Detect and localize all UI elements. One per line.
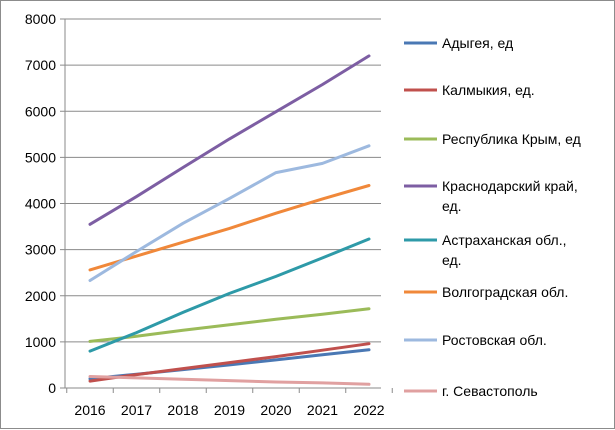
y-tick-label: 0 <box>48 380 56 396</box>
x-tick-labels: 2016 2017 2018 2019 2020 2021 2022 <box>74 402 384 418</box>
y-tick-label: 5000 <box>25 149 56 165</box>
series-line <box>88 144 371 282</box>
legend-label: г. Севастополь <box>442 383 538 399</box>
x-tick-label: 2016 <box>74 402 105 418</box>
gridlines <box>65 18 381 343</box>
series-line <box>88 307 371 343</box>
legend-label: Астраханская обл., <box>442 232 567 248</box>
series-line <box>88 54 371 226</box>
legend-label: Калмыкия, ед. <box>442 82 535 98</box>
x-tick-label: 2022 <box>353 402 384 418</box>
y-tick-label: 8000 <box>25 11 56 27</box>
series-line <box>88 184 371 272</box>
legend: Адыгея, ед Калмыкия, ед. Республика Крым, … <box>404 35 581 399</box>
x-tick-label: 2017 <box>121 402 152 418</box>
y-tick-labels: 0 1000 2000 3000 4000 5000 6000 7000 8000 <box>25 11 56 396</box>
y-tick-label: 1000 <box>25 334 56 350</box>
legend-label: Ростовская обл. <box>442 332 547 348</box>
x-tick-label: 2020 <box>260 402 291 418</box>
legend-label: ед. <box>442 198 462 214</box>
y-tick-label: 2000 <box>25 288 56 304</box>
x-tick-label: 2019 <box>214 402 245 418</box>
y-tick-label: 6000 <box>25 103 56 119</box>
x-tick-label: 2021 <box>307 402 338 418</box>
series-line <box>88 375 371 386</box>
series-line <box>88 342 371 383</box>
legend-label: Волгоградская обл. <box>442 284 568 300</box>
series-lines <box>88 54 371 386</box>
y-tick-label: 3000 <box>25 242 56 258</box>
legend-label: Республика Крым, ед <box>442 131 581 147</box>
legend-label: ед. <box>442 252 462 268</box>
series-line <box>88 237 371 353</box>
y-tick-label: 7000 <box>25 57 56 73</box>
legend-label: Краснодарский край, <box>442 178 578 194</box>
axes <box>60 18 393 393</box>
x-tick-label: 2018 <box>167 402 198 418</box>
y-tick-label: 4000 <box>25 196 56 212</box>
legend-label: Адыгея, ед <box>442 35 513 51</box>
